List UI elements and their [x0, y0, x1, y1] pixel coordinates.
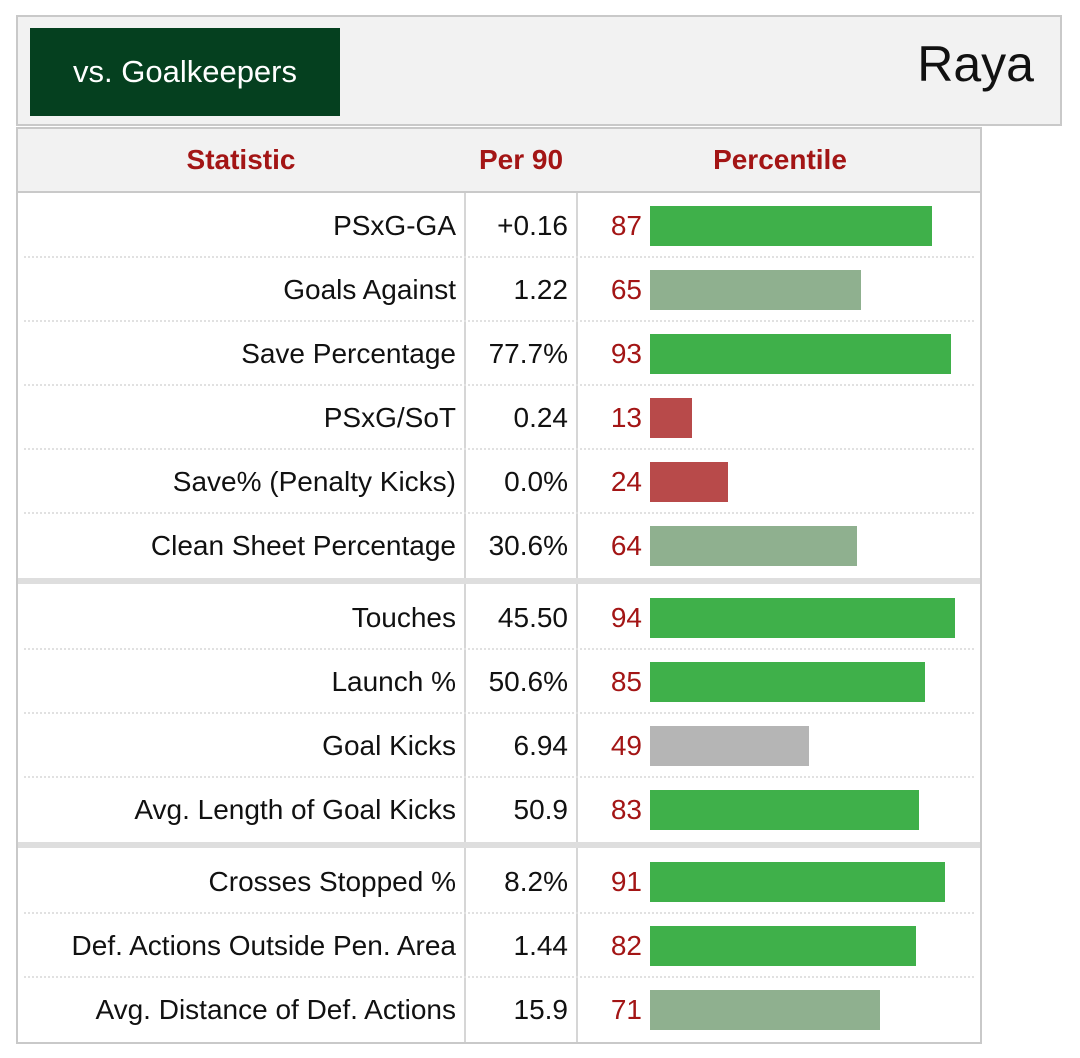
table-row: Launch % 50.6% 85: [18, 650, 980, 714]
percentile-bar: [650, 462, 728, 502]
statistic-label: Avg. Length of Goal Kicks: [134, 794, 456, 825]
table-row: Crosses Stopped % 8.2% 91: [18, 850, 980, 914]
percentile-value: 64: [610, 530, 642, 561]
percentile-value: 83: [610, 794, 642, 825]
table-row: Clean Sheet Percentage 30.6% 64: [18, 514, 980, 578]
table-row: Avg. Distance of Def. Actions 15.9 71: [18, 978, 980, 1042]
group-separator: [18, 842, 980, 848]
table-row: Touches 45.50 94: [18, 586, 980, 650]
statistic-column-header: Statistic: [186, 144, 296, 175]
percentile-value: 65: [610, 274, 642, 305]
group-separator: [18, 578, 980, 584]
percentile-value: 85: [610, 666, 642, 697]
table-row: Save Percentage 77.7% 93: [18, 322, 980, 386]
per90-value: 15.9: [513, 994, 569, 1025]
stats-table: Statistic Per 90 Percentile PSxG-GA +0.16…: [16, 127, 982, 1044]
row-divider: [24, 648, 974, 650]
column-divider: [464, 127, 466, 1042]
table-row: Goal Kicks 6.94 49: [18, 714, 980, 778]
percentile-column-header: Percentile: [713, 144, 847, 175]
table-row: Save% (Penalty Kicks) 0.0% 24: [18, 450, 980, 514]
row-divider: [24, 776, 974, 778]
table-row: Goals Against 1.22 65: [18, 258, 980, 322]
table-row: PSxG-GA +0.16 87: [18, 194, 980, 258]
per90-value: 6.94: [513, 730, 569, 761]
statistic-label: PSxG/SoT: [323, 402, 456, 433]
percentile-bar: [650, 862, 945, 902]
row-divider: [24, 912, 974, 914]
player-name: Raya: [917, 36, 1034, 92]
percentile-value: 82: [610, 930, 642, 961]
percentile-value: 94: [610, 602, 642, 633]
statistic-label: Avg. Distance of Def. Actions: [95, 994, 456, 1025]
statistic-label: Save Percentage: [241, 338, 456, 369]
table-header: Statistic Per 90 Percentile: [18, 127, 980, 193]
row-divider: [24, 256, 974, 258]
per90-value: 77.7%: [488, 338, 568, 369]
statistic-label: Crosses Stopped %: [208, 866, 456, 897]
per90-value: 1.44: [513, 930, 569, 961]
percentile-value: 71: [610, 994, 642, 1025]
per90-value: 50.9: [513, 794, 569, 825]
row-divider: [24, 448, 974, 450]
percentile-bar: [650, 990, 880, 1030]
statistic-label: Def. Actions Outside Pen. Area: [71, 930, 456, 961]
percentile-value: 87: [610, 210, 642, 241]
row-divider: [24, 712, 974, 714]
percentile-bar: [650, 598, 955, 638]
statistic-label: Touches: [351, 602, 456, 633]
row-divider: [24, 512, 974, 514]
per90-value: 0.0%: [504, 466, 568, 497]
percentile-value: 13: [610, 402, 642, 433]
per90-value: 8.2%: [504, 866, 568, 897]
percentile-value: 93: [610, 338, 642, 369]
percentile-value: 91: [610, 866, 642, 897]
percentile-value: 49: [610, 730, 642, 761]
percentile-bar: [650, 726, 809, 766]
row-divider: [24, 384, 974, 386]
statistic-label: Goal Kicks: [322, 730, 456, 761]
statistic-label: Clean Sheet Percentage: [150, 530, 456, 561]
row-divider: [24, 976, 974, 978]
percentile-bar: [650, 526, 857, 566]
table-row: Def. Actions Outside Pen. Area 1.44 82: [18, 914, 980, 978]
statistic-label: PSxG-GA: [333, 210, 456, 241]
per90-value: 30.6%: [488, 530, 568, 561]
percentile-bar: [650, 926, 916, 966]
statistic-label: Launch %: [331, 666, 456, 697]
statistic-label: Save% (Penalty Kicks): [172, 466, 456, 497]
per90-value: 45.50: [497, 602, 568, 633]
column-divider: [576, 127, 578, 1042]
percentile-bar: [650, 270, 861, 310]
statistic-label: Goals Against: [283, 274, 456, 305]
percentile-bar: [650, 334, 951, 374]
percentile-bar: [650, 398, 692, 438]
row-divider: [24, 320, 974, 322]
table-row: Avg. Length of Goal Kicks 50.9 83: [18, 778, 980, 842]
percentile-bar: [650, 206, 932, 246]
per90-value: +0.16: [497, 210, 568, 241]
percentile-bar: [650, 662, 925, 702]
per90-value: 0.24: [513, 402, 569, 433]
per90-value: 50.6%: [488, 666, 568, 697]
goalkeepers-tab-button[interactable]: vs. Goalkeepers: [30, 28, 340, 116]
per90-value: 1.22: [513, 274, 569, 305]
percentile-bar: [650, 790, 919, 830]
per90-column-header: Per 90: [478, 144, 564, 175]
table-row: PSxG/SoT 0.24 13: [18, 386, 980, 450]
percentile-value: 24: [610, 466, 642, 497]
